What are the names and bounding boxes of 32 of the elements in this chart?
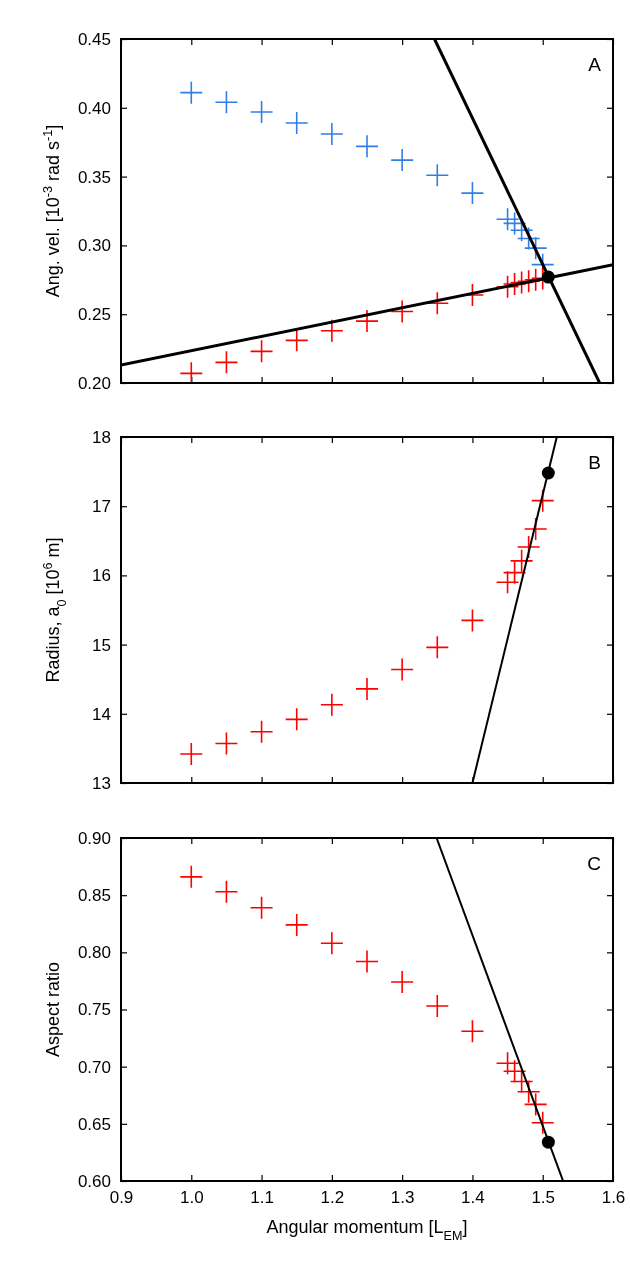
y-tick-label: 0.85 <box>77 886 111 906</box>
annotation: C <box>587 853 601 874</box>
y-tick-label: 17 <box>92 497 111 517</box>
x-tick-label: 1.5 <box>531 1188 556 1208</box>
y-tick-label: 0.20 <box>77 373 111 393</box>
y-tick-label: 0.75 <box>77 1000 111 1020</box>
x-tick-label: 0.9 <box>109 1188 134 1208</box>
x-tick-label: 1.3 <box>390 1188 415 1208</box>
y-tick-label: 0.35 <box>77 167 111 187</box>
x-tick-label: 1.0 <box>179 1188 204 1208</box>
y-tick-label: 0.45 <box>77 29 111 49</box>
x-tick-label: 1.2 <box>320 1188 345 1208</box>
y-tick-label: 18 <box>92 427 111 447</box>
y-tick-label: 14 <box>92 704 111 724</box>
x-tick-label: 1.6 <box>601 1188 626 1208</box>
y-tick-label: 0.25 <box>77 305 111 325</box>
y-axis-title: Aspect ratio <box>43 961 63 1058</box>
y-tick-label: 0.70 <box>77 1057 111 1077</box>
annotation: A <box>588 54 602 75</box>
y-tick-label: 0.90 <box>77 828 111 848</box>
x-tick-label: 1.4 <box>461 1188 485 1208</box>
y-tick-label: 0.60 <box>77 1171 111 1191</box>
y-tick-label: 16 <box>92 566 111 586</box>
annotation: B <box>588 452 601 473</box>
y-tick-label: 0.80 <box>77 943 111 963</box>
x-axis-title: Angular momentum [L$_{EM}$] <box>266 1217 468 1243</box>
y-tick-label: 13 <box>92 773 111 793</box>
y-tick-label: 0.65 <box>77 1114 111 1134</box>
y-tick-label: 15 <box>92 635 111 655</box>
y-tick-label: 0.30 <box>77 236 111 256</box>
x-tick-label: 1.1 <box>250 1188 274 1208</box>
y-tick-label: 0.40 <box>77 98 111 118</box>
